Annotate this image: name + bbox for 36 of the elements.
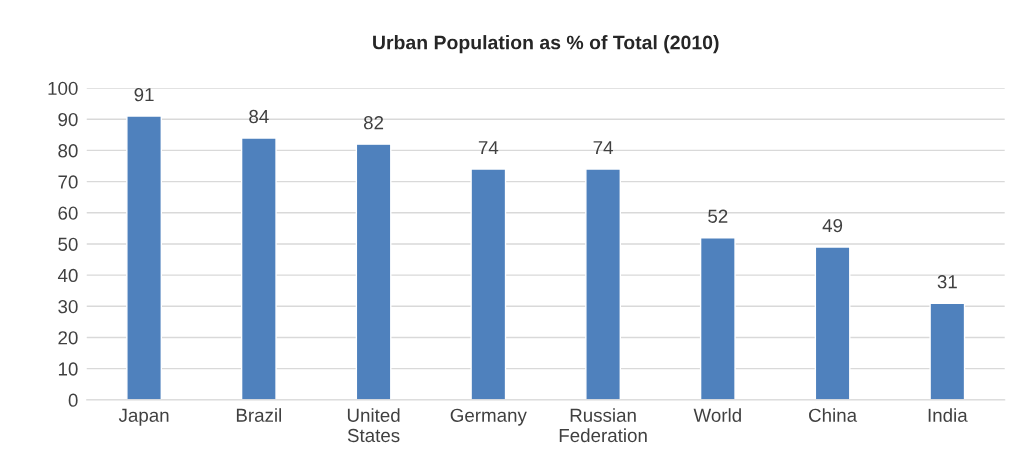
bar	[929, 302, 966, 400]
data-label: 52	[708, 209, 728, 223]
data-label: 82	[363, 116, 384, 130]
y-tick-label: 100	[48, 81, 78, 96]
y-tick-label: 30	[58, 300, 78, 314]
y-tick-label: 60	[58, 206, 78, 220]
data-label: 31	[937, 275, 957, 289]
y-tick-label: 10	[58, 362, 78, 376]
chart-title: Urban Population as % of Total (2010)	[373, 35, 719, 54]
data-label: 49	[822, 218, 843, 233]
x-tick-label: Germany	[450, 408, 527, 426]
bar	[814, 246, 851, 400]
x-tick-label: Russian Federation	[559, 408, 647, 443]
bar	[585, 168, 621, 400]
y-tick-label: 70	[58, 175, 78, 189]
x-tick-label: China	[809, 408, 858, 422]
bar	[355, 143, 392, 400]
y-tick-label: 20	[58, 331, 78, 345]
y-tick-label: 80	[58, 144, 78, 158]
x-tick-label: Brazil	[236, 408, 282, 422]
data-label: 74	[478, 141, 499, 155]
y-tick-label: 50	[58, 237, 78, 251]
x-tick-label: India	[928, 408, 968, 422]
x-tick-label: Japan	[118, 408, 169, 426]
bar	[240, 137, 277, 400]
bar	[470, 168, 507, 400]
y-tick-label: 90	[58, 112, 78, 127]
bar	[126, 115, 162, 400]
data-label: 74	[593, 141, 613, 155]
y-tick-label: 40	[57, 268, 78, 283]
y-tick-label: 0	[68, 393, 78, 407]
bar	[699, 237, 736, 400]
data-label: 91	[134, 88, 154, 102]
x-tick-label: World	[693, 408, 741, 422]
x-tick-label: United States	[347, 408, 400, 443]
data-label: 84	[249, 109, 269, 124]
